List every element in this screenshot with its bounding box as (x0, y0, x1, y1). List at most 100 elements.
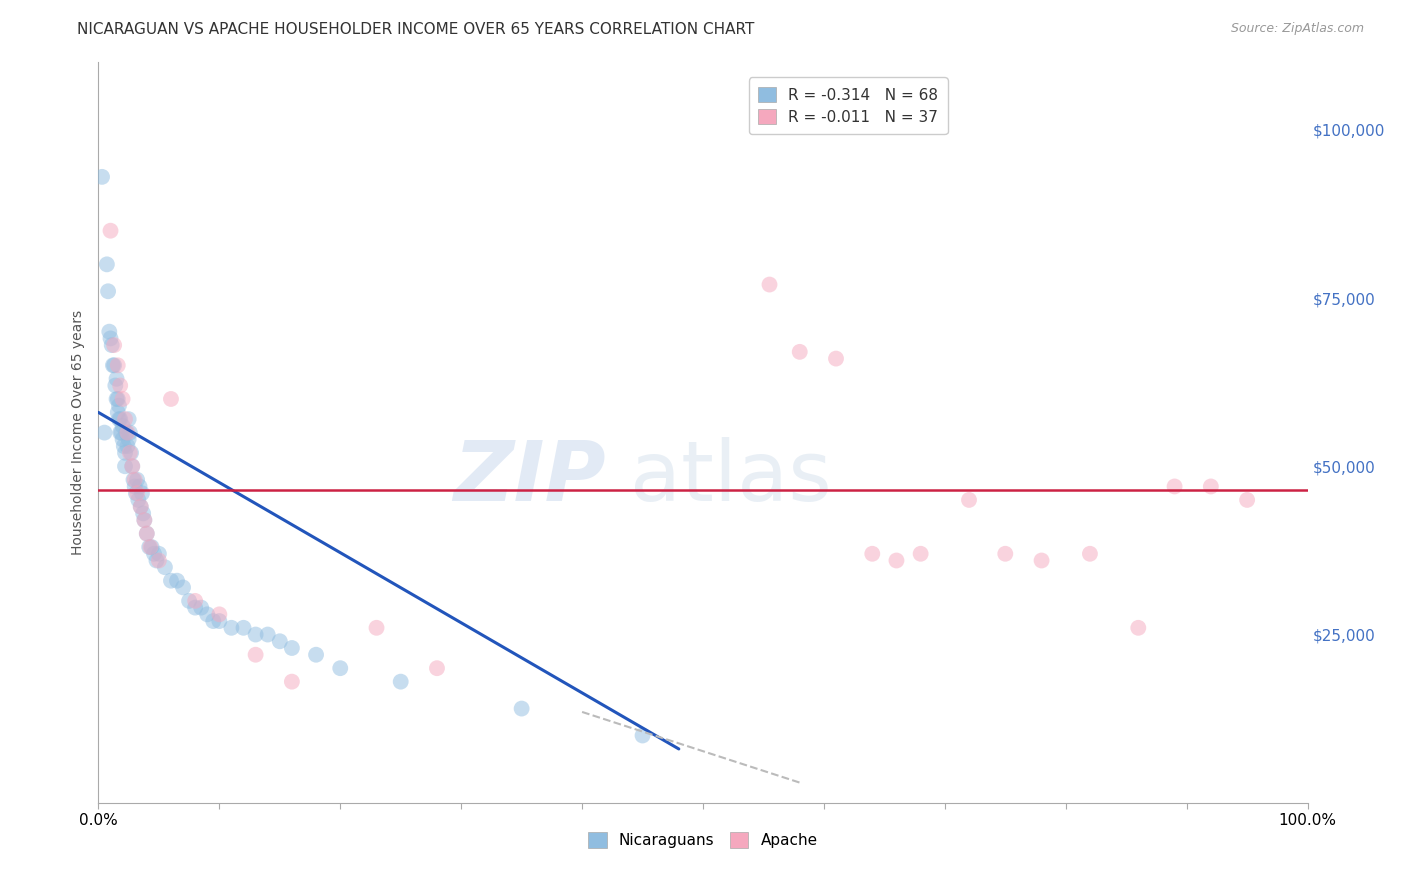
Point (127, 486, 149, 500)
Point (124, 479, 146, 493)
Point (145, 553, 167, 567)
Point (172, 581, 194, 595)
Point (825, 351, 848, 366)
Point (134, 513, 156, 527)
Point (195, 607, 218, 622)
Point (138, 540, 160, 554)
Point (100, 224, 122, 238)
Point (1031, 553, 1053, 567)
Point (110, 425, 132, 440)
Point (118, 446, 141, 460)
Point (143, 547, 166, 561)
Point (125, 486, 148, 500)
Point (108, 412, 131, 426)
Point (1128, 621, 1150, 635)
Point (129, 500, 152, 514)
Point (758, 277, 780, 292)
Point (129, 500, 152, 514)
Point (108, 425, 131, 440)
Point (281, 674, 304, 689)
Point (305, 648, 328, 662)
Point (184, 600, 207, 615)
Point (101, 359, 124, 373)
Point (91, 169, 114, 184)
Point (190, 600, 212, 615)
Point (160, 392, 183, 406)
Point (100, 331, 122, 345)
Point (103, 338, 125, 352)
Text: ZIP: ZIP (454, 436, 606, 517)
Point (269, 634, 291, 648)
Point (148, 553, 170, 567)
Point (957, 492, 980, 507)
Point (139, 540, 162, 554)
Point (114, 446, 136, 460)
Point (108, 399, 131, 413)
Point (114, 459, 136, 474)
Point (160, 574, 183, 588)
Point (131, 486, 153, 500)
Point (366, 621, 388, 635)
Point (96, 257, 118, 271)
Point (111, 392, 134, 406)
Point (100, 338, 122, 352)
Point (281, 640, 304, 655)
Point (121, 459, 143, 474)
Point (510, 701, 533, 715)
Point (232, 621, 254, 635)
Point (114, 412, 136, 426)
Point (256, 627, 278, 641)
Point (208, 607, 231, 622)
Point (117, 425, 139, 440)
Point (132, 507, 155, 521)
Point (117, 439, 139, 453)
Point (115, 425, 138, 440)
Point (135, 526, 157, 541)
Point (153, 560, 176, 574)
Y-axis label: Householder Income Over 65 years: Householder Income Over 65 years (70, 310, 84, 555)
Point (426, 661, 449, 675)
Point (93, 425, 115, 440)
Point (118, 412, 141, 426)
Point (910, 547, 932, 561)
Point (886, 553, 908, 567)
Point (127, 473, 149, 487)
Legend: Nicaraguans, Apache: Nicaraguans, Apache (582, 826, 824, 855)
Point (105, 392, 128, 406)
Point (329, 661, 352, 675)
Point (124, 473, 146, 487)
Point (148, 547, 170, 561)
Point (107, 359, 129, 373)
Point (1199, 479, 1222, 493)
Point (112, 439, 135, 453)
Point (127, 492, 149, 507)
Point (134, 513, 156, 527)
Point (245, 648, 267, 662)
Point (631, 729, 654, 743)
Point (128, 479, 150, 493)
Point (122, 473, 145, 487)
Point (98, 325, 121, 339)
Point (860, 547, 883, 561)
Point (789, 344, 811, 359)
Point (994, 547, 1017, 561)
Point (208, 614, 231, 628)
Point (118, 425, 141, 440)
Point (121, 459, 143, 474)
Point (184, 594, 207, 608)
Text: Source: ZipAtlas.com: Source: ZipAtlas.com (1230, 22, 1364, 36)
Point (1078, 547, 1101, 561)
Point (202, 614, 225, 628)
Point (103, 359, 125, 373)
Point (118, 433, 141, 447)
Point (107, 405, 129, 419)
Point (389, 674, 412, 689)
Point (108, 412, 131, 426)
Point (111, 433, 134, 447)
Point (221, 621, 243, 635)
Point (179, 594, 201, 608)
Point (105, 372, 128, 386)
Point (166, 574, 188, 588)
Text: NICARAGUAN VS APACHE HOUSEHOLDER INCOME OVER 65 YEARS CORRELATION CHART: NICARAGUAN VS APACHE HOUSEHOLDER INCOME … (77, 22, 755, 37)
Point (245, 627, 267, 641)
